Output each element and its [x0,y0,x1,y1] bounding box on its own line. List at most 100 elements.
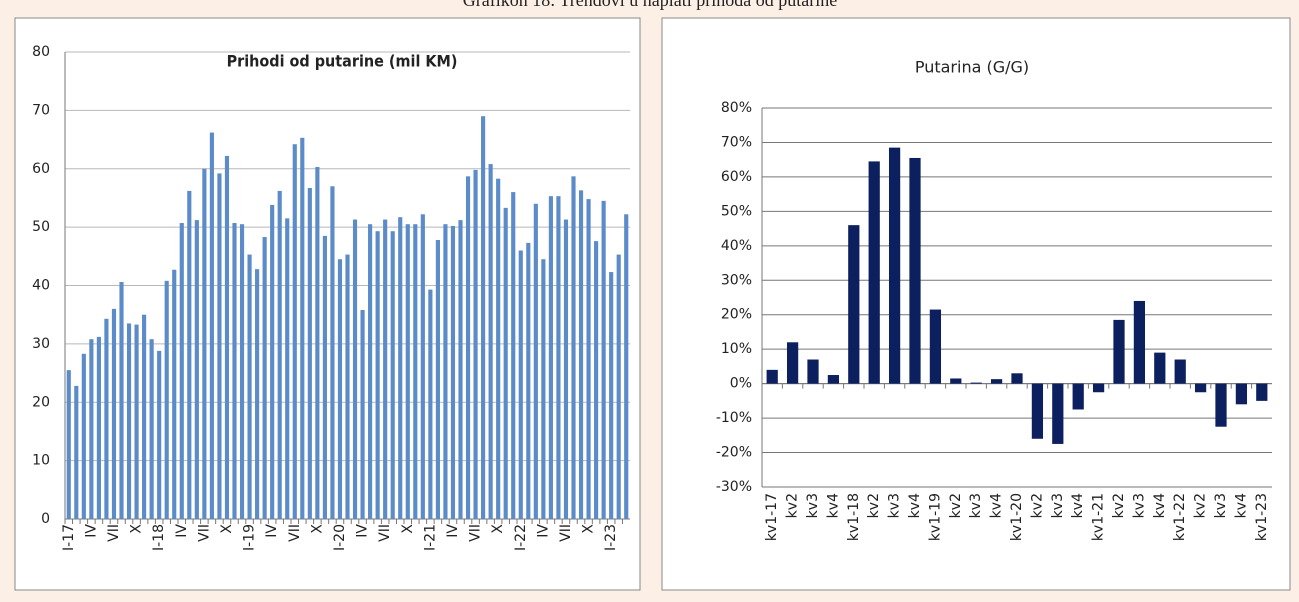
x-tick-label: kv2 [1029,493,1045,518]
y-tick-label: 40% [721,238,752,254]
x-tick-label: I-17 [61,524,77,551]
y-tick-label: -30% [716,479,752,495]
x-tick-label: kv3 [968,493,984,518]
x-tick-label: X [490,524,506,534]
x-tick-label: IV [264,524,280,538]
bar [435,239,440,519]
bar [398,217,403,520]
chart-title: Prihodi od putarine (mil KM) [227,52,458,71]
x-tick-label: kv1-19 [927,493,943,541]
bar [518,250,523,519]
bar [909,157,921,384]
bar [1031,383,1044,439]
bar [322,235,327,519]
x-tick-label: VII [106,524,122,542]
bar [202,168,207,519]
x-tick-label: I-18 [151,524,167,551]
bar [473,169,478,520]
bar [330,186,335,519]
x-tick-label: VII [377,524,393,542]
left-panel [14,17,641,591]
bar [247,254,252,519]
y-tick-label: 50% [721,203,752,219]
bar [458,220,463,519]
bar [586,199,591,520]
x-tick-label: kv1-22 [1172,493,1188,541]
bar [134,324,139,519]
x-tick-label: kv3 [1213,493,1229,518]
bar [345,254,350,519]
bar [187,190,192,519]
x-tick-label: kv4 [1152,493,1168,518]
bar [1154,352,1166,384]
bar [1256,383,1268,401]
bar [488,164,493,519]
bar [285,218,290,519]
bar [179,223,184,519]
x-tick-label: kv2 [1111,493,1127,518]
bar [533,203,538,519]
bar [1133,300,1146,384]
bar [827,375,840,384]
bar [1011,373,1023,384]
y-tick-label: 10% [721,341,752,357]
y-tick-label: 80% [721,100,752,116]
bar [315,166,320,519]
bar [624,214,629,519]
bar [239,224,245,520]
x-tick-label: I-19 [242,524,258,551]
bar [262,237,267,519]
bar [609,272,614,519]
bar [888,147,901,384]
x-tick-label: VII [287,524,303,542]
x-tick-label: X [219,524,235,534]
bar [511,192,516,519]
y-tick-label: 20 [32,394,50,410]
y-tick-label: 50 [32,219,50,235]
x-tick-label: X [581,524,597,534]
y-tick-label: 40 [32,278,50,294]
bar [111,308,117,519]
y-tick-label: 30% [721,272,752,288]
y-tick-label: 70% [721,134,752,150]
y-tick-label: 60 [32,161,50,177]
bar [1052,383,1064,444]
bar [142,314,147,519]
bar [950,378,962,384]
x-tick-label: kv1-18 [846,493,862,541]
bar [352,219,358,519]
x-tick-label: X [309,524,325,534]
y-tick-label: 70 [32,102,50,118]
bar [270,204,275,519]
bar [594,241,599,519]
bar [601,200,606,519]
bar [224,155,230,519]
bar [766,369,778,384]
bar [66,370,71,519]
x-tick-label: IV [535,524,551,538]
y-tick-label: -20% [716,445,752,461]
x-tick-label: kv2 [866,493,882,518]
bar [300,137,305,519]
bar [375,231,380,519]
bar [89,339,94,519]
x-tick-label: X [400,524,416,534]
x-tick-label: kv2 [785,493,801,518]
x-tick-label: kv4 [825,493,841,518]
bar [503,207,508,519]
bar [616,254,621,519]
bar [292,144,297,520]
x-tick-label: kv3 [805,493,821,518]
bar [1194,383,1207,393]
bar [929,309,942,384]
bar [277,190,282,519]
bar [96,336,101,519]
bar [450,225,456,519]
x-tick-label: kv3 [887,493,903,518]
bar [420,214,425,519]
bar [413,224,418,520]
right-panel [661,17,1291,591]
bar [428,289,433,519]
x-tick-label: kv1-20 [1009,493,1025,541]
